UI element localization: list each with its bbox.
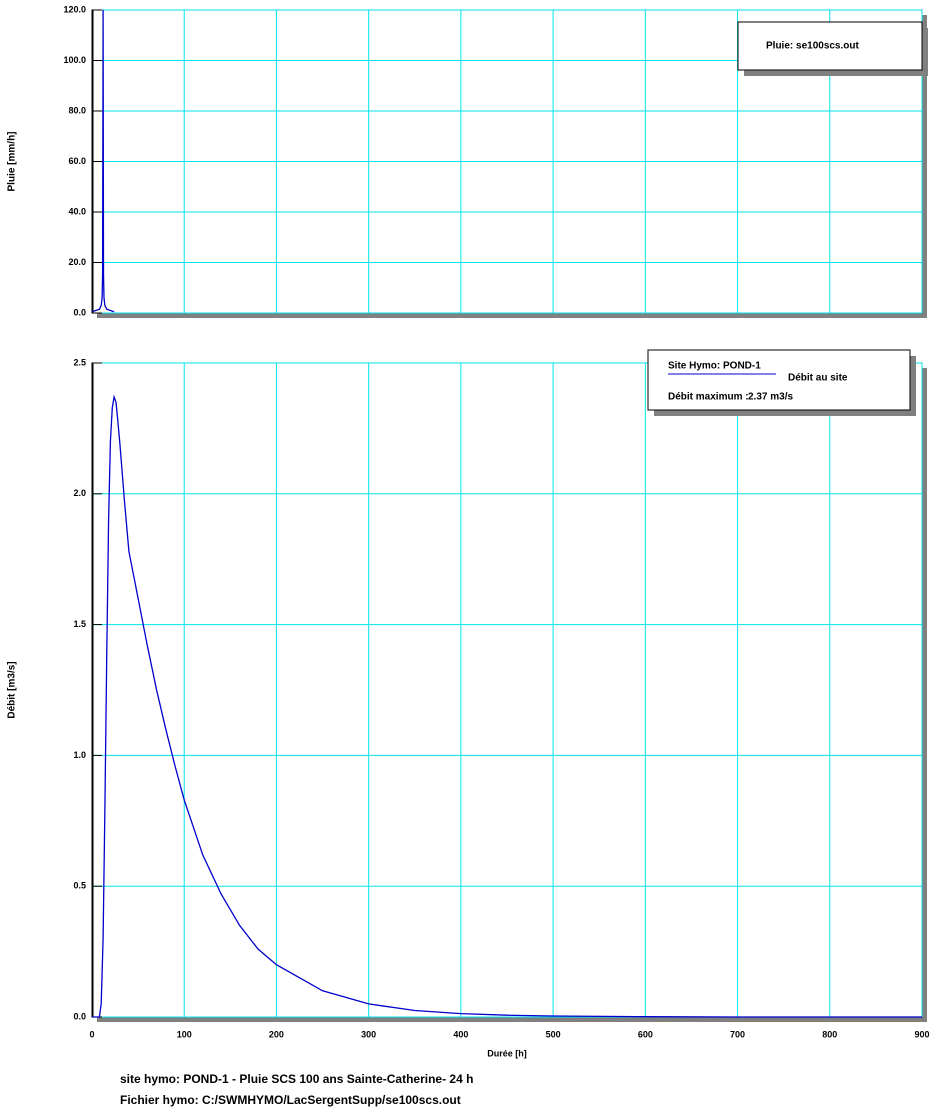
footer-line: site hymo: POND-1 - Pluie SCS 100 ans Sa… [120,1072,473,1086]
annotation: 2.37 m3/s [748,392,793,403]
x-tick-label: 500 [546,1029,561,1039]
y-tick-label: 0.0 [73,1011,86,1021]
x-axis-label: Durée [h] [487,1048,527,1058]
y-axis-label: Pluie [mm/h] [7,131,18,191]
annotation: Débit maximum : [668,392,749,403]
x-tick-label: 400 [453,1029,468,1039]
y-tick-label: 40.0 [68,206,86,216]
x-tick-label: 900 [914,1029,929,1039]
y-tick-label: 60.0 [68,156,86,166]
x-tick-label: 100 [177,1029,192,1039]
x-tick-label: 600 [638,1029,653,1039]
y-tick-label: 0.5 [73,881,86,891]
legend-title: Site Hymo: POND-1 [668,361,761,372]
x-tick-label: 300 [361,1029,376,1039]
y-tick-label: 100.0 [63,55,86,65]
y-tick-label: 2.5 [73,357,86,367]
y-tick-label: 1.5 [73,619,86,629]
y-axis-label: Débit [m3/s] [7,661,18,718]
legend-box [647,349,911,411]
data-line [92,394,922,1018]
x-tick-label: 200 [269,1029,284,1039]
y-tick-label: 0.0 [73,307,86,317]
plot-area [91,362,923,1018]
y-tick-label: 2.0 [73,488,86,498]
y-tick-label: 1.0 [73,750,86,760]
legend-entry: Débit au site [788,373,848,384]
x-tick-label: 800 [822,1029,837,1039]
data-line [91,9,115,313]
y-tick-label: 120.0 [63,4,86,14]
x-tick-label: 0 [89,1029,94,1039]
y-tick-label: 20.0 [68,257,86,267]
legend-entry: Pluie: se100scs.out [766,41,859,52]
legend-box [737,21,923,71]
footer-line: Fichier hymo: C:/SWMHYMO/LacSergentSupp/… [120,1093,461,1107]
y-tick-label: 80.0 [68,105,86,115]
x-tick-label: 700 [730,1029,745,1039]
